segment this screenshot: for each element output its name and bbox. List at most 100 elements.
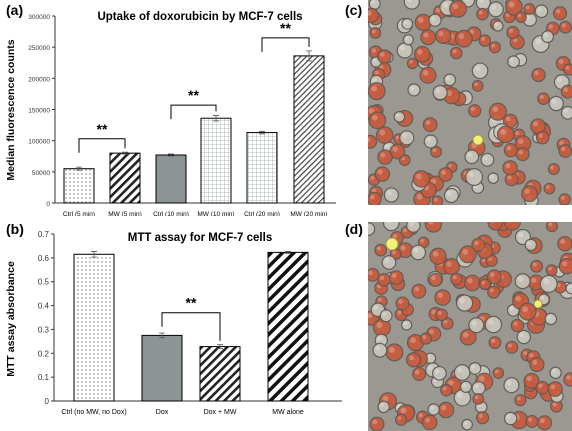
cell	[476, 7, 489, 21]
cell	[549, 366, 562, 380]
category-label: MW alone	[272, 409, 304, 416]
cell	[507, 55, 521, 69]
cell	[377, 49, 392, 64]
cell	[488, 102, 507, 121]
cell	[547, 381, 563, 397]
bar	[293, 55, 325, 204]
cell	[454, 29, 473, 48]
cell	[558, 257, 572, 275]
cell	[406, 57, 419, 70]
cell	[410, 244, 427, 261]
bar	[246, 132, 278, 204]
cell	[502, 160, 518, 176]
cell	[422, 117, 438, 133]
cell	[523, 3, 536, 15]
cell	[435, 27, 452, 45]
cell	[505, 0, 523, 16]
cell	[413, 45, 431, 63]
cell	[534, 4, 549, 19]
micrograph-treated	[368, 222, 572, 431]
cell	[480, 152, 495, 167]
cell	[506, 25, 520, 40]
cell	[557, 235, 572, 252]
cell	[411, 283, 427, 299]
cell	[427, 403, 440, 416]
cell	[468, 104, 482, 118]
y-tick-label: 100000	[28, 139, 50, 146]
cell	[368, 7, 380, 24]
y-tick-label: 0.7	[38, 230, 50, 239]
cell	[463, 274, 481, 292]
cell	[432, 84, 448, 101]
cell	[379, 309, 393, 323]
cell	[535, 380, 550, 395]
mtt-chart: MTT assay for MCF-7 cells MTT assay abso…	[5, 230, 342, 416]
cell	[388, 270, 404, 285]
error-bar	[213, 115, 219, 122]
cell	[464, 149, 480, 165]
error-bar	[159, 332, 165, 339]
cell	[443, 258, 460, 276]
cell	[382, 222, 400, 232]
panel-label-b: (b)	[6, 221, 24, 237]
cell	[525, 414, 539, 428]
y-tick-label: 50000	[32, 170, 50, 177]
cell	[471, 237, 486, 252]
cell	[368, 222, 376, 236]
cell	[545, 264, 558, 277]
cell	[547, 162, 560, 175]
cell	[401, 17, 414, 30]
cell	[471, 381, 486, 396]
cell	[468, 317, 485, 334]
cell	[487, 1, 504, 18]
y-tick-label: 0	[46, 201, 50, 208]
cell	[406, 222, 421, 233]
cell	[434, 289, 451, 306]
cell	[368, 191, 382, 205]
bar	[109, 152, 141, 204]
cell	[403, 0, 420, 10]
cell	[515, 147, 530, 162]
cell	[377, 400, 390, 414]
category-label: Dox + MW	[204, 409, 237, 416]
cell	[536, 415, 553, 431]
cell	[412, 170, 431, 188]
chart-title: MTT assay for MCF-7 cells	[128, 232, 272, 244]
cell	[400, 319, 413, 331]
cell	[461, 418, 473, 431]
cell	[545, 222, 559, 233]
y-axis-label: MTT assay absorbance	[5, 261, 17, 377]
cell	[421, 414, 438, 431]
bright-cell	[472, 134, 484, 146]
category-label: Ctrl (no MW, no Dox)	[61, 409, 126, 416]
bright-cell	[385, 237, 399, 251]
cell	[402, 34, 414, 46]
cell	[560, 105, 572, 120]
y-tick-label: 0.2	[38, 349, 50, 358]
cell	[541, 30, 555, 44]
y-tick-label: 0.3	[38, 325, 50, 334]
category-label: Ctrl (20 min)	[244, 211, 280, 216]
cell	[558, 193, 571, 205]
chart-title: Uptake of doxorubicin by MCF-7 cells	[97, 11, 302, 23]
error-bar	[259, 130, 265, 135]
error-bar	[122, 151, 128, 155]
cell	[503, 377, 520, 394]
cell	[488, 41, 501, 54]
cell	[438, 167, 453, 182]
cell	[431, 195, 444, 205]
category-label: MW (5 min)	[108, 211, 142, 216]
cell	[562, 63, 572, 76]
cell	[369, 27, 382, 39]
cell	[450, 272, 463, 286]
cell	[516, 329, 532, 345]
cell	[377, 149, 393, 165]
y-tick-label: 300000	[28, 14, 50, 21]
cell	[429, 247, 447, 265]
cell	[437, 401, 455, 419]
cell	[383, 187, 399, 203]
bar	[63, 168, 95, 204]
cell	[505, 340, 519, 354]
cell	[381, 255, 397, 270]
cell	[393, 111, 406, 123]
